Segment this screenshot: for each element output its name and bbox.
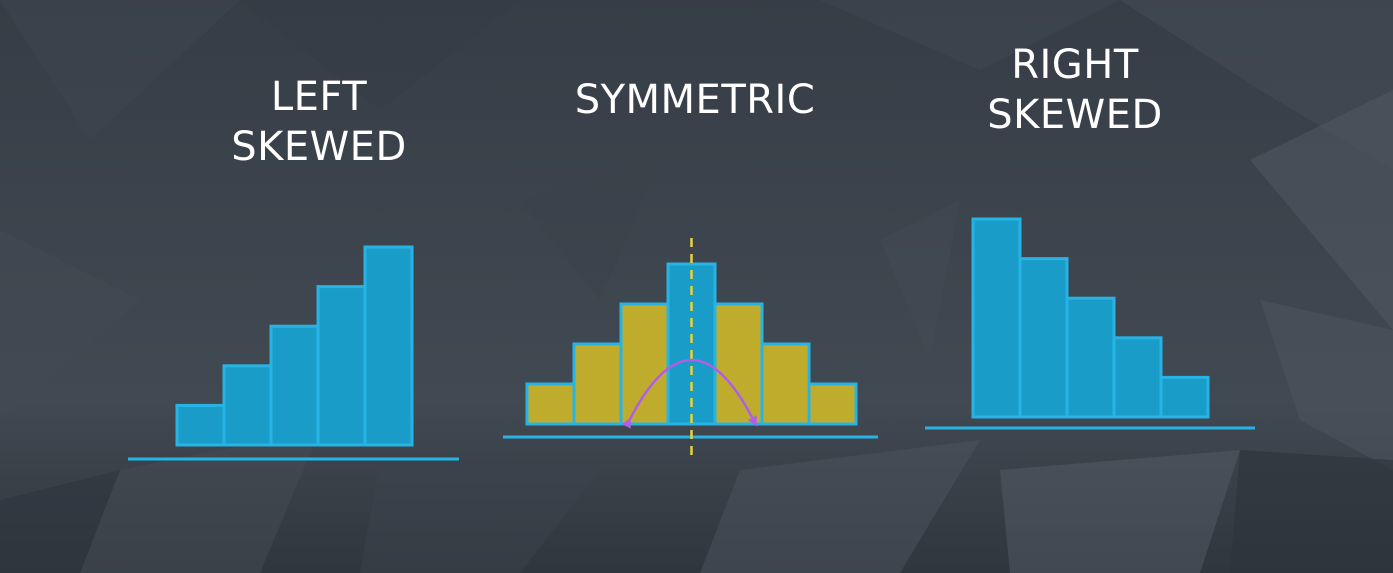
histogram-bar — [269, 324, 320, 447]
histogram-bar — [1065, 296, 1116, 419]
histogram-bar — [619, 302, 670, 426]
mirror-arrow — [621, 358, 757, 429]
histogram-bar — [1112, 336, 1163, 419]
symmetric-title: SYMMETRIC — [545, 75, 845, 125]
left-skewed-histogram — [128, 245, 459, 461]
histogram-bar — [760, 342, 811, 426]
left-skewed-title-line1: LEFT — [270, 74, 368, 120]
symmetric-histogram — [503, 238, 878, 458]
histogram-bar — [807, 382, 858, 426]
histogram-bar — [525, 382, 576, 426]
symmetric-title-text: SYMMETRIC — [574, 77, 816, 123]
left-skewed-title: LEFT SKEWED — [219, 72, 419, 172]
histogram-bar — [175, 403, 226, 447]
right-skewed-title: RIGHT SKEWED — [975, 40, 1175, 140]
histogram-bar — [316, 285, 367, 447]
left-skewed-title-line2: SKEWED — [231, 124, 407, 170]
histogram-bar — [1159, 375, 1210, 419]
histogram-bar — [1018, 257, 1069, 419]
histogram-bar — [222, 364, 273, 447]
histogram-bar — [971, 217, 1022, 419]
histogram-bar — [713, 302, 764, 426]
right-skewed-title-line1: RIGHT — [1011, 42, 1139, 88]
right-skewed-histogram — [925, 217, 1255, 430]
histogram-bar — [363, 245, 414, 447]
histogram-bar — [572, 342, 623, 426]
right-skewed-title-line2: SKEWED — [987, 92, 1163, 138]
